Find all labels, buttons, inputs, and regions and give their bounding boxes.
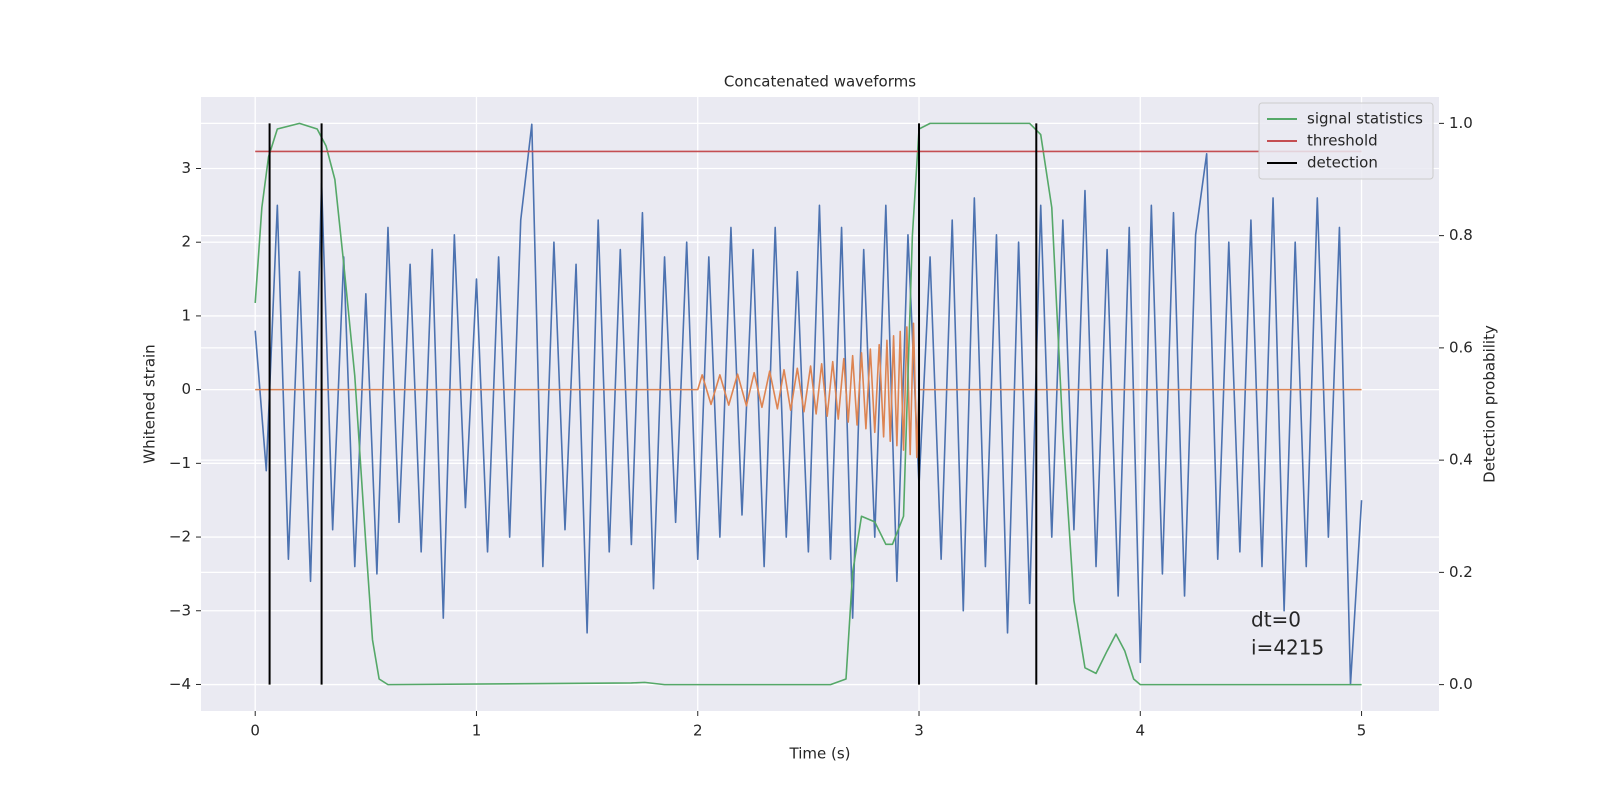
y2-tick-label: 0.8 (1449, 226, 1473, 244)
series-line (254, 122, 1362, 686)
y-tick-label: −3 (169, 601, 191, 619)
series-line (255, 322, 1362, 459)
legend-box (1258, 102, 1434, 180)
legend-label: threshold (1307, 132, 1378, 150)
legend: signal statistics threshold detection (1258, 102, 1434, 180)
y-tick-label: −2 (169, 528, 191, 546)
y-tick-label: −1 (169, 454, 191, 472)
legend-label: detection (1307, 154, 1378, 172)
y2-axis-label: Detection probability (1481, 325, 1499, 483)
series-line (254, 123, 1363, 686)
chart-title: Concatenated waveforms (724, 73, 916, 91)
y2-tick-label: 0.6 (1449, 338, 1473, 356)
y2-tick-label: 0.2 (1449, 563, 1473, 581)
y-tick-label: 1 (181, 306, 191, 324)
x-tick-label: 2 (693, 722, 703, 740)
x-tick-label: 1 (472, 722, 482, 740)
x-tick-label: 3 (914, 722, 924, 740)
y2-tick-label: 0.0 (1449, 675, 1473, 693)
x-tick-label: 4 (1136, 722, 1146, 740)
plot-area (201, 97, 1439, 711)
x-tick-label: 0 (250, 722, 260, 740)
y2-tick-label: 0.4 (1449, 451, 1473, 469)
annotation: dt=0 (1251, 608, 1301, 632)
y-tick-label: 3 (181, 159, 191, 177)
y-axis-label: Whitened strain (141, 344, 159, 463)
y-tick-label: −4 (169, 675, 191, 693)
legend-label: signal statistics (1307, 110, 1423, 128)
y2-tick-label: 1.0 (1449, 114, 1473, 132)
annotation: i=4215 (1251, 636, 1324, 660)
y-tick-label: 2 (181, 233, 191, 251)
x-tick-label: 5 (1357, 722, 1367, 740)
y-tick-label: 0 (181, 380, 191, 398)
x-axis-label: Time (s) (789, 745, 851, 763)
